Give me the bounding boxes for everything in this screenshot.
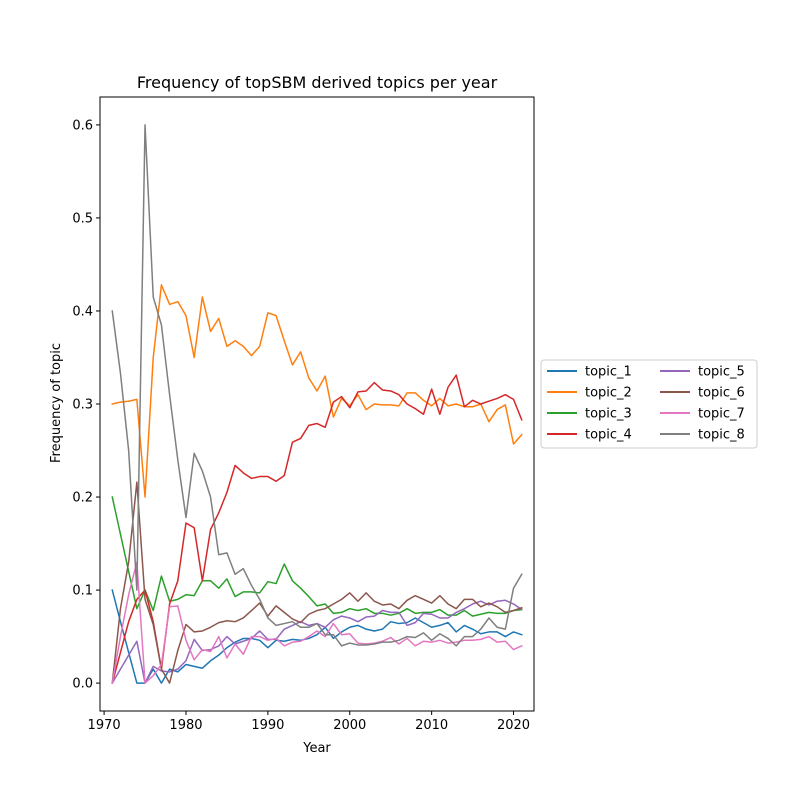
x-tick-label: 2020 bbox=[497, 718, 530, 733]
y-tick-label: 0.4 bbox=[72, 304, 93, 319]
legend-label: topic_4 bbox=[585, 428, 632, 443]
legend-label: topic_3 bbox=[585, 407, 632, 422]
legend-frame bbox=[540, 359, 758, 449]
x-tick-label: 1970 bbox=[88, 718, 121, 733]
legend-label: topic_8 bbox=[698, 428, 745, 443]
legend-label: topic_7 bbox=[698, 407, 745, 422]
chart-title: Frequency of topSBM derived topics per y… bbox=[137, 73, 498, 92]
y-tick-label: 0.3 bbox=[72, 398, 93, 413]
x-axis: 1970 1980 1990 2000 2010 2020 bbox=[88, 711, 530, 733]
series-line-topic-1 bbox=[111, 589, 523, 684]
y-tick-label: 0.2 bbox=[72, 491, 93, 506]
x-tick-label: 2010 bbox=[415, 718, 448, 733]
y-tick-label: 0.0 bbox=[72, 677, 93, 692]
x-tick-label: 1980 bbox=[169, 718, 202, 733]
legend-label: topic_5 bbox=[698, 365, 745, 380]
series-layer bbox=[111, 124, 523, 685]
y-axis: 0.0 0.1 0.2 0.3 0.4 0.5 0.6 bbox=[72, 118, 100, 692]
series-line-topic-3 bbox=[111, 496, 523, 617]
legend-label: topic_2 bbox=[585, 386, 632, 401]
series-line-topic-6 bbox=[111, 481, 523, 684]
x-axis-label: Year bbox=[302, 741, 331, 756]
y-axis-label: Frequency of topic bbox=[49, 343, 64, 463]
series-line-topic-2 bbox=[111, 284, 523, 498]
legend-label: topic_6 bbox=[698, 386, 745, 401]
y-tick-label: 0.1 bbox=[72, 584, 93, 599]
y-tick-label: 0.6 bbox=[72, 118, 93, 133]
x-tick-label: 1990 bbox=[251, 718, 284, 733]
series-line-topic-4 bbox=[111, 374, 523, 685]
legend: topic_1 topic_2 topic_3 topic_4 topic_5topic… bbox=[540, 359, 758, 449]
legend-label: topic_1 bbox=[585, 365, 632, 380]
y-tick-label: 0.5 bbox=[72, 211, 93, 226]
series-line-topic-8 bbox=[111, 124, 523, 647]
x-tick-label: 2000 bbox=[333, 718, 366, 733]
